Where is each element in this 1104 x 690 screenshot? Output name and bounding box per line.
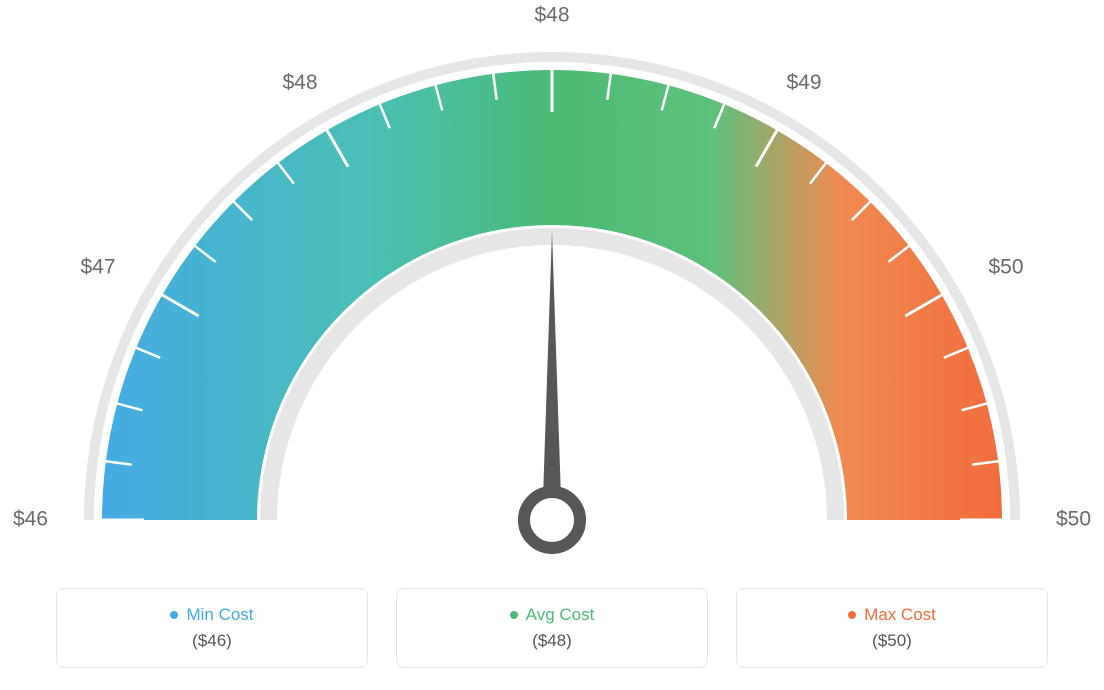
gauge-needle-hub [524, 492, 580, 548]
gauge-tick-label: $46 [13, 508, 48, 531]
legend-top-max: Max Cost [848, 605, 936, 625]
legend-dot-min [170, 611, 178, 619]
gauge-svg: $46 $47 $48 $48 $49 $50 $50 [0, 0, 1104, 572]
legend-dot-max [848, 611, 856, 619]
gauge-area: $46 $47 $48 $48 $49 $50 $50 [0, 0, 1104, 572]
gauge-tick-label: $47 [80, 256, 115, 279]
legend-card-avg: Avg Cost ($48) [396, 588, 708, 668]
legend-top-avg: Avg Cost [510, 605, 595, 625]
legend-dot-avg [510, 611, 518, 619]
legend-card-min: Min Cost ($46) [56, 588, 368, 668]
gauge-tick-label: $48 [282, 71, 317, 94]
legend-value-max: ($50) [872, 631, 912, 651]
gauge-tick-label: $50 [988, 256, 1023, 279]
gauge-needle [543, 231, 561, 498]
legend-label-max: Max Cost [864, 605, 936, 625]
gauge-tick-label: $48 [534, 4, 569, 27]
gauge-tick-label: $50 [1056, 508, 1091, 531]
legend-top-min: Min Cost [170, 605, 253, 625]
chart-container: $46 $47 $48 $48 $49 $50 $50 Min Cost ($46) Avg… [0, 0, 1104, 690]
gauge-tick-label: $49 [786, 71, 821, 94]
legend-value-avg: ($48) [532, 631, 572, 651]
legend-label-avg: Avg Cost [526, 605, 595, 625]
legend-card-max: Max Cost ($50) [736, 588, 1048, 668]
legend-row: Min Cost ($46) Avg Cost ($48) Max Cost (… [0, 588, 1104, 666]
legend-label-min: Min Cost [186, 605, 253, 625]
legend-value-min: ($46) [192, 631, 232, 651]
